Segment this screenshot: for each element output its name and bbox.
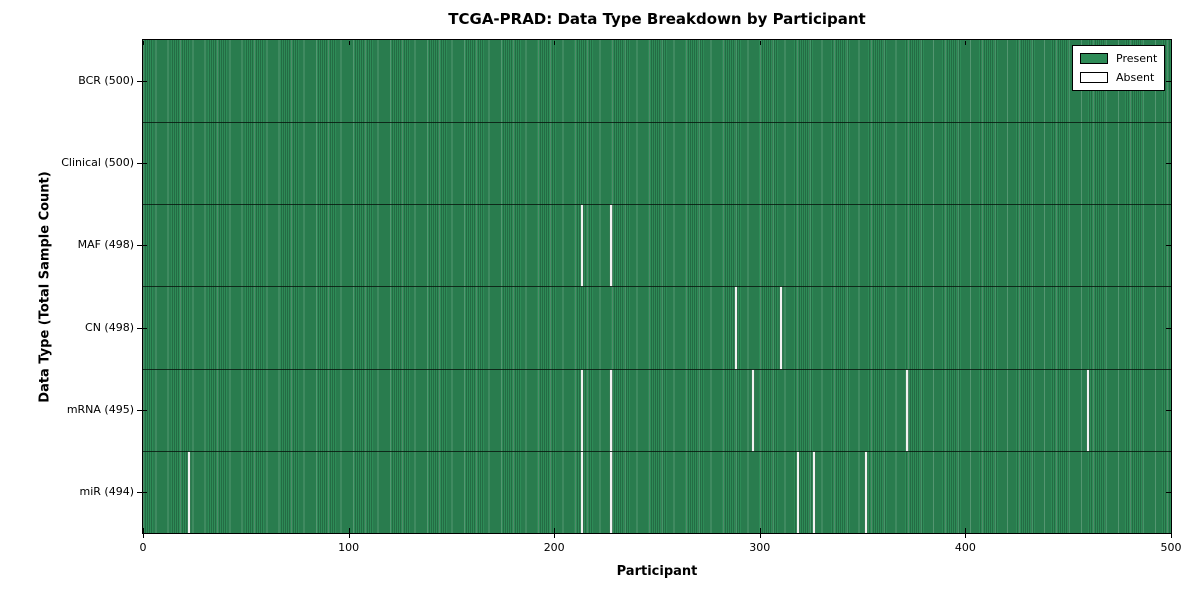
absent-marker [609,451,612,533]
y-tick-label: Clinical (500) [61,156,134,170]
y-tick-mark [1166,327,1171,329]
x-tick-mark [554,528,556,538]
y-tick-mark [1166,163,1171,165]
y-tick-mark [137,245,147,247]
x-tick-mark [143,528,144,538]
heatmap-row-mrna [143,368,1171,451]
legend-label-absent: Absent [1116,71,1155,84]
y-tick-mark [1166,245,1171,247]
y-tick-mark [1166,409,1171,411]
legend-label-present: Present [1116,52,1158,65]
heatmap-row-mir [143,450,1171,533]
x-tick-label: 200 [543,541,565,554]
y-tick-mark [137,81,147,83]
heatmap-row-clinical [143,122,1171,205]
absent-marker [609,205,612,287]
x-tick-mark [143,41,144,45]
x-axis-title: Participant [616,564,698,579]
x-tick-mark [965,528,967,538]
legend-item-present: Present [1080,51,1158,66]
absent-marker [751,369,754,451]
x-tick-label: 400 [954,541,976,554]
absent-marker [188,451,191,533]
heatmap-row-bcr [143,40,1171,123]
absent-marker [796,451,799,533]
x-tick-mark [1171,41,1172,45]
x-tick-label: 100 [338,541,360,554]
y-tick-label: mRNA (495) [66,402,134,416]
absent-marker [864,451,867,533]
y-tick-mark [137,409,147,411]
y-axis-title: Data Type (Total Sample Count) [37,171,53,403]
y-tick-mark [1166,81,1171,83]
y-tick-mark [137,327,147,329]
absent-marker [813,451,816,533]
heatmap-row-cn [143,286,1171,369]
y-tick-mark [1166,491,1171,493]
absent-marker [580,451,583,533]
y-tick-label: miR (494) [79,484,135,498]
x-tick-label: 300 [749,541,771,554]
x-tick-mark [1171,528,1172,538]
x-tick-mark [759,528,761,538]
x-tick-mark [348,528,350,538]
legend-swatch-present [1080,53,1108,64]
y-tick-mark [137,491,147,493]
plot-area [143,40,1171,533]
x-tick-mark [965,41,967,45]
x-tick-mark [554,41,556,45]
legend-swatch-absent [1080,72,1108,83]
chart-title: TCGA-PRAD: Data Type Breakdown by Partic… [448,10,866,28]
x-tick-mark [759,41,761,45]
absent-marker [580,369,583,451]
y-tick-mark [137,163,147,165]
legend-item-absent: Absent [1080,70,1158,85]
absent-marker [735,287,738,369]
absent-marker [905,369,908,451]
y-tick-label: CN (498) [85,320,134,334]
absent-marker [609,369,612,451]
x-tick-label: 500 [1160,541,1182,554]
legend: Present Absent [1072,45,1165,91]
absent-marker [580,205,583,287]
absent-marker [1086,369,1089,451]
absent-marker [780,287,783,369]
y-tick-label: BCR (500) [78,74,134,88]
y-tick-label: MAF (498) [77,238,134,252]
heatmap-row-maf [143,204,1171,287]
x-tick-mark [348,41,350,45]
x-tick-label: 0 [139,541,147,554]
